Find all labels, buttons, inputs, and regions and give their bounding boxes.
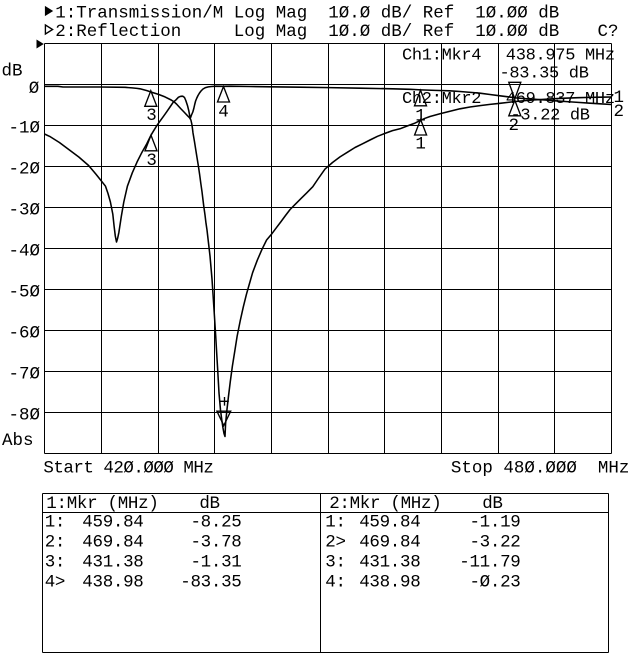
svg-text:Abs: Abs: [2, 431, 34, 451]
svg-text:469.837 MHz: 469.837 MHz: [506, 90, 615, 109]
svg-text:-3.22 dB: -3.22 dB: [511, 107, 590, 126]
svg-text:C?: C?: [598, 22, 619, 42]
svg-text:3: 3: [146, 151, 157, 171]
svg-text:-6Ø: -6Ø: [8, 324, 40, 344]
svg-text:2:Mkr (MHz) dB: 2:Mkr (MHz) dB: [329, 494, 502, 514]
svg-text:459.84: 459.84: [359, 512, 420, 532]
svg-text:Ø: Ø: [29, 79, 40, 99]
svg-text:1:Transmission/M Log Mag 1Ø.Ø: 1:Transmission/M Log Mag 1Ø.Ø dB/ Ref 1Ø…: [55, 4, 559, 24]
svg-text:2>: 2>: [325, 532, 345, 552]
svg-text:3: 3: [146, 106, 157, 126]
svg-text:Stop 48Ø.ØØØ MHz: Stop 48Ø.ØØØ MHz: [451, 459, 630, 479]
svg-text:-11.79: -11.79: [459, 553, 520, 573]
svg-text:Ch2:Mkr2: Ch2:Mkr2: [402, 90, 481, 109]
svg-text:4: 4: [218, 102, 229, 122]
svg-text:Ch1:Mkr4: Ch1:Mkr4: [402, 47, 481, 66]
svg-text:1: 1: [415, 135, 426, 155]
svg-text:2: 2: [509, 116, 520, 136]
svg-text:1:: 1:: [325, 512, 345, 532]
svg-text:-4Ø: -4Ø: [8, 242, 40, 262]
svg-text:438.975 MHz: 438.975 MHz: [506, 47, 615, 66]
svg-text:3:: 3:: [325, 553, 345, 573]
svg-text:1: 1: [614, 88, 625, 108]
svg-text:dB: dB: [2, 62, 23, 82]
svg-text:-1.31: -1.31: [190, 553, 241, 573]
svg-text:438.98: 438.98: [82, 573, 143, 593]
svg-text:-3.78: -3.78: [190, 532, 241, 552]
svg-text:4>: 4>: [45, 573, 65, 593]
svg-text:1: 1: [415, 106, 426, 126]
svg-text:469.84: 469.84: [82, 532, 143, 552]
svg-text:-1Ø: -1Ø: [8, 119, 40, 139]
svg-text:2:: 2:: [45, 532, 65, 552]
svg-text:-8.25: -8.25: [190, 512, 241, 532]
svg-text:431.38: 431.38: [359, 553, 420, 573]
svg-text:2: 2: [614, 102, 625, 122]
svg-text:4:: 4:: [325, 573, 345, 593]
svg-text:3:: 3:: [45, 553, 65, 573]
svg-text:-1.19: -1.19: [469, 512, 520, 532]
svg-text:438.98: 438.98: [359, 573, 420, 593]
svg-text:-5Ø: -5Ø: [8, 283, 40, 303]
svg-text:-8Ø: -8Ø: [8, 406, 40, 426]
svg-text:469.84: 469.84: [359, 532, 420, 552]
svg-text:-83.35: -83.35: [180, 573, 241, 593]
svg-text:459.84: 459.84: [82, 512, 143, 532]
svg-text:2:Reflection Log Mag 1Ø.Ø: 2:Reflection Log Mag 1Ø.Ø dB/ Ref 1Ø.ØØ …: [55, 22, 559, 42]
svg-text:1:: 1:: [45, 512, 65, 532]
svg-text:-Ø.23: -Ø.23: [469, 573, 520, 593]
svg-text:-3Ø: -3Ø: [8, 201, 40, 221]
svg-text:-83.35 dB: -83.35 dB: [500, 65, 589, 84]
svg-text:-7Ø: -7Ø: [8, 365, 40, 385]
svg-text:Start 42Ø.ØØØ MHz: Start 42Ø.ØØØ MHz: [43, 459, 213, 479]
svg-text:1:Mkr (MHz) dB: 1:Mkr (MHz) dB: [46, 494, 219, 514]
svg-text:431.38: 431.38: [82, 553, 143, 573]
svg-text:-3.22: -3.22: [469, 532, 520, 552]
svg-text:-2Ø: -2Ø: [8, 160, 40, 180]
